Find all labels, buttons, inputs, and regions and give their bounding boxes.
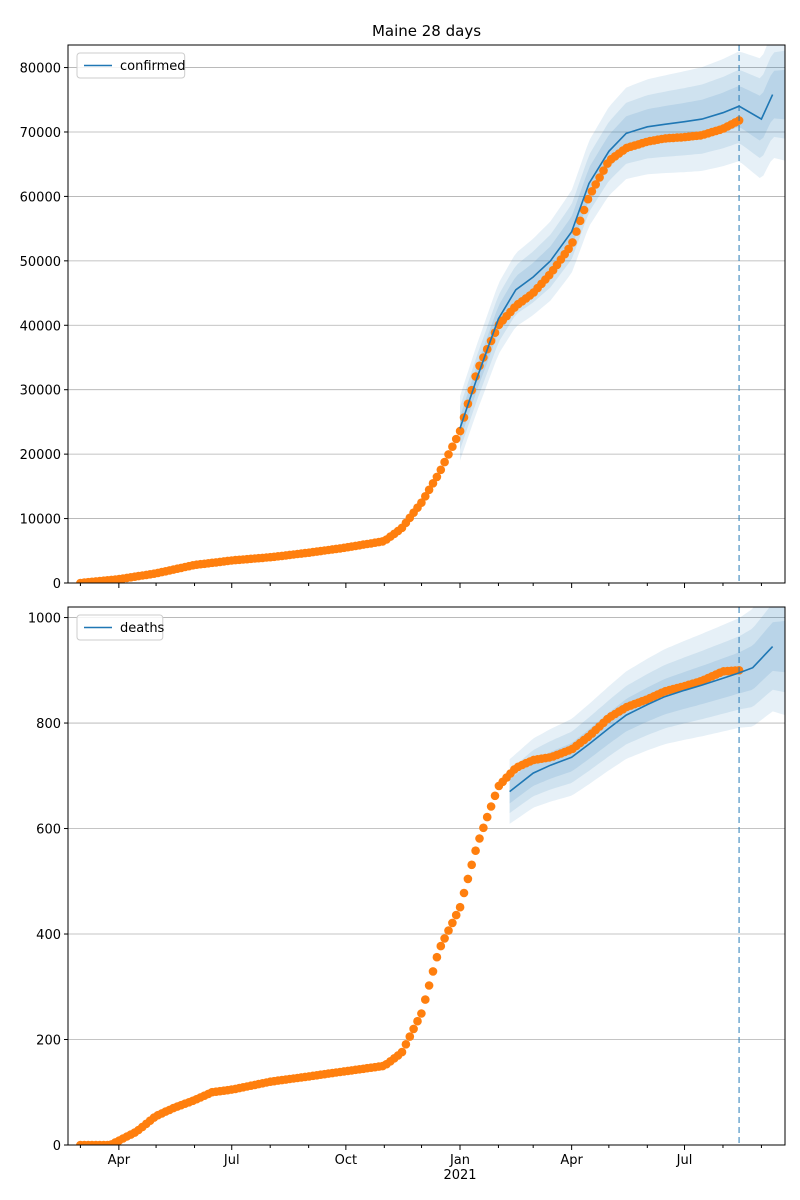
observed-point <box>417 1009 426 1018</box>
observed-point <box>475 834 484 843</box>
model-line-confirmed <box>459 94 774 429</box>
observed-point <box>455 426 465 436</box>
observed-point <box>436 465 446 475</box>
y-tick-label: 50000 <box>20 255 61 270</box>
y-tick-label: 600 <box>36 823 61 838</box>
model-line-deaths <box>509 646 774 793</box>
observed-point <box>451 434 461 444</box>
observed-point <box>479 823 488 833</box>
x-tick-label: Jul <box>676 1153 693 1168</box>
x-tick-label: Apr <box>108 1153 131 1168</box>
observed-point <box>421 995 430 1004</box>
observed-point <box>432 472 442 482</box>
observed-point <box>579 205 589 215</box>
observed-point <box>490 791 500 801</box>
y-tick-label: 70000 <box>20 126 61 141</box>
chart-title: Maine 28 days <box>372 22 481 40</box>
legend-box <box>76 52 186 79</box>
observed-point <box>432 952 442 962</box>
uncertainty-band-2 <box>509 607 785 814</box>
observed-point <box>599 166 608 175</box>
observed-point <box>459 888 469 898</box>
y-tick-label: 80000 <box>20 62 61 77</box>
observed-point <box>448 442 457 452</box>
observed-point <box>486 802 496 811</box>
observed-point <box>417 498 426 508</box>
observed-point <box>467 860 477 870</box>
observed-point <box>568 238 577 247</box>
observed-point <box>440 457 449 467</box>
y-tick-label: 10000 <box>20 513 61 528</box>
observed-point <box>587 187 597 196</box>
y-tick-label: 400 <box>36 928 61 943</box>
observed-point <box>564 244 573 254</box>
observed-point <box>444 450 453 459</box>
x-tick-label: Oct <box>335 1153 357 1168</box>
legend-box <box>76 614 164 641</box>
observed-point <box>575 216 585 226</box>
x-tick-label: Apr <box>560 1153 583 1168</box>
observed-point <box>421 492 430 501</box>
observed-point <box>591 180 600 189</box>
observed-point <box>471 846 480 855</box>
observed-point <box>397 1047 407 1057</box>
observed-point <box>413 1016 422 1026</box>
legend: confirmed <box>76 52 186 79</box>
uncertainty-band-3 <box>509 620 785 804</box>
uncertainty-band-2 <box>460 50 785 450</box>
x-tick-label: 2021 <box>443 1168 476 1183</box>
legend: deaths <box>76 614 165 641</box>
observed-point <box>401 1040 411 1049</box>
observed-point <box>405 1032 415 1041</box>
observed-point <box>444 926 453 935</box>
y-tick-label: 40000 <box>20 319 61 334</box>
x-tick-label: Jul <box>223 1153 240 1168</box>
observed-point <box>409 1024 418 1034</box>
legend-label: confirmed <box>120 59 186 74</box>
y-tick-label: 800 <box>36 717 61 732</box>
plot-area <box>68 607 785 1145</box>
plot-area <box>68 45 785 583</box>
uncertainty-band-1 <box>460 45 785 461</box>
observed-point <box>463 874 473 884</box>
x-tick-label: Jan <box>449 1153 470 1168</box>
observed-point <box>424 485 434 495</box>
y-tick-label: 20000 <box>20 448 61 463</box>
y-tick-label: 1000 <box>28 612 61 627</box>
axes-frame <box>67 44 786 584</box>
observed-point <box>424 981 434 990</box>
uncertainty-band-1 <box>509 607 785 824</box>
observed-point <box>482 812 492 822</box>
y-tick-label: 200 <box>36 1034 61 1049</box>
observed-point <box>451 910 461 920</box>
legend-label: deaths <box>120 621 165 636</box>
observed-point <box>455 902 465 912</box>
y-tick-label: 30000 <box>20 384 61 399</box>
chart-panel-1: 0 10000 20000 30000 40000 50000 60000 70000 8000… <box>20 22 786 592</box>
y-tick-label: 60000 <box>20 190 61 205</box>
observed-point <box>440 934 449 943</box>
observed-point <box>436 941 446 951</box>
axes-frame <box>67 606 786 1146</box>
y-tick-label: 0 <box>53 1139 61 1154</box>
uncertainty-band-3 <box>460 69 785 441</box>
observed-point <box>572 227 581 236</box>
observed-point <box>448 918 457 928</box>
observed-point <box>428 479 438 488</box>
observed-point <box>583 194 593 204</box>
observed-point <box>428 967 438 976</box>
y-tick-label: 0 <box>53 577 61 592</box>
observed-point <box>595 173 604 182</box>
